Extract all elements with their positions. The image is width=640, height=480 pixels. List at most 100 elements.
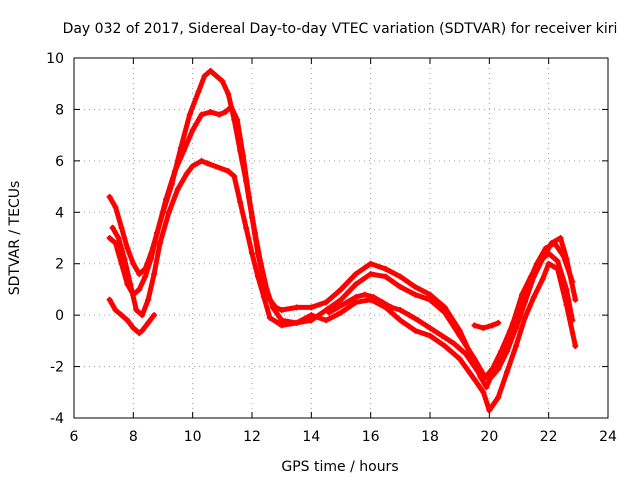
data-point [207, 67, 214, 74]
data-point [513, 325, 520, 331]
data-point [480, 325, 487, 331]
data-point [521, 314, 528, 321]
data-point [219, 78, 226, 85]
data-point [338, 286, 344, 293]
data-point [397, 283, 404, 290]
data-point [542, 245, 549, 252]
data-point [551, 240, 558, 247]
data-point [483, 384, 490, 391]
data-point [231, 173, 238, 180]
data-point [136, 286, 143, 293]
data-point [397, 317, 404, 324]
data-point [154, 229, 161, 236]
y-tick-label: 4 [55, 205, 64, 221]
data-point [412, 283, 419, 290]
data-point [246, 193, 253, 200]
data-point [504, 368, 511, 375]
y-tick-label: 0 [55, 308, 64, 324]
data-point [504, 348, 511, 355]
data-point [572, 296, 579, 303]
data-point [456, 355, 463, 362]
data-point [308, 304, 315, 311]
data-point [112, 307, 119, 313]
x-tick-label: 20 [480, 429, 498, 445]
data-point [495, 394, 502, 401]
data-point [180, 147, 187, 154]
data-point [186, 111, 193, 118]
data-point [382, 265, 389, 272]
x-tick-label: 22 [540, 429, 558, 445]
data-point [370, 294, 377, 301]
data-point [139, 327, 146, 334]
data-point [278, 317, 285, 324]
data-point [109, 224, 116, 231]
data-point [213, 73, 220, 79]
data-point [240, 152, 247, 159]
data-point [142, 273, 149, 280]
series-line [472, 320, 501, 331]
y-tick-label: -2 [50, 360, 64, 376]
data-point [124, 245, 131, 252]
data-point [234, 116, 241, 123]
x-tick-label: 10 [184, 429, 202, 445]
data-point [427, 291, 433, 298]
series-layer [106, 67, 579, 414]
data-point [530, 294, 537, 301]
data-point [106, 193, 113, 200]
data-point [382, 273, 389, 280]
data-point [189, 163, 196, 169]
data-point [257, 260, 264, 267]
x-tick-label: 16 [362, 429, 380, 445]
data-point [507, 327, 514, 334]
data-point [243, 224, 250, 231]
data-point [498, 348, 505, 355]
data-point [352, 281, 359, 288]
data-point [379, 299, 386, 306]
data-point [115, 235, 122, 241]
data-point [441, 343, 448, 349]
data-point [112, 204, 119, 211]
data-point [106, 235, 113, 241]
data-point [225, 91, 232, 97]
x-tick-label: 14 [302, 429, 320, 445]
data-point [533, 260, 540, 267]
data-point [118, 224, 125, 231]
data-point [427, 332, 433, 339]
data-point [308, 312, 315, 319]
data-point [195, 88, 202, 95]
data-point [189, 127, 196, 133]
data-point [225, 168, 232, 175]
series-line [107, 68, 575, 390]
data-point [171, 168, 178, 175]
data-point [489, 366, 496, 373]
data-point [266, 314, 273, 321]
data-point [136, 271, 143, 277]
data-point [130, 260, 137, 267]
data-point [106, 296, 113, 303]
data-point [207, 109, 214, 115]
data-point [471, 363, 478, 370]
data-point [165, 209, 172, 216]
data-point [450, 340, 457, 347]
data-point [263, 286, 270, 293]
chart-title: Day 032 of 2017, Sidereal Day-to-day VTE… [63, 21, 618, 37]
data-point [216, 111, 223, 118]
data-point [352, 294, 359, 301]
y-tick-label: 6 [55, 154, 64, 170]
x-tick-label: 12 [243, 429, 261, 445]
data-point [323, 299, 330, 306]
data-point [308, 317, 315, 324]
plot-frame [73, 57, 609, 419]
y-tick-label: 2 [55, 257, 64, 273]
data-point [323, 317, 330, 324]
data-point [471, 355, 478, 362]
data-point [412, 327, 419, 334]
data-point [204, 160, 211, 167]
data-point [201, 73, 208, 79]
series-track-3 [109, 157, 579, 414]
x-axis-title: GPS time / hours [281, 459, 398, 475]
x-tick-label: 24 [599, 429, 617, 445]
data-point [412, 291, 419, 298]
data-point [516, 304, 522, 311]
data-point [367, 260, 374, 267]
